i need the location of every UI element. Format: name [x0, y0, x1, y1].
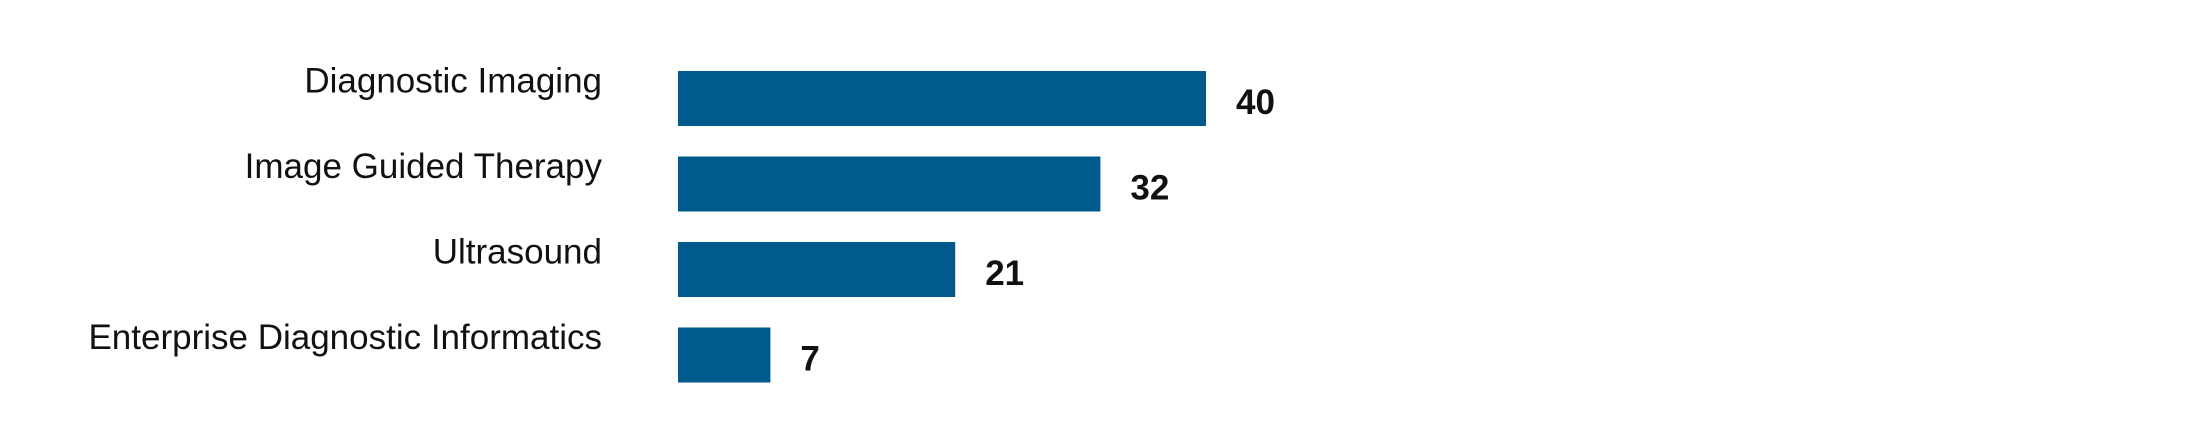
value-label: 7 — [800, 339, 819, 378]
bar — [678, 242, 956, 297]
value-label: 40 — [1236, 83, 1275, 122]
category-label: Diagnostic Imaging — [304, 61, 602, 100]
value-label: 32 — [1130, 168, 1169, 207]
category-label: Ultrasound — [433, 232, 602, 271]
category-label: Image Guided Therapy — [245, 147, 603, 186]
value-label: 21 — [985, 254, 1024, 293]
category-label: Enterprise Diagnostic Informatics — [88, 318, 602, 357]
bar — [678, 327, 771, 383]
bar — [678, 71, 1206, 126]
bar — [678, 156, 1101, 212]
